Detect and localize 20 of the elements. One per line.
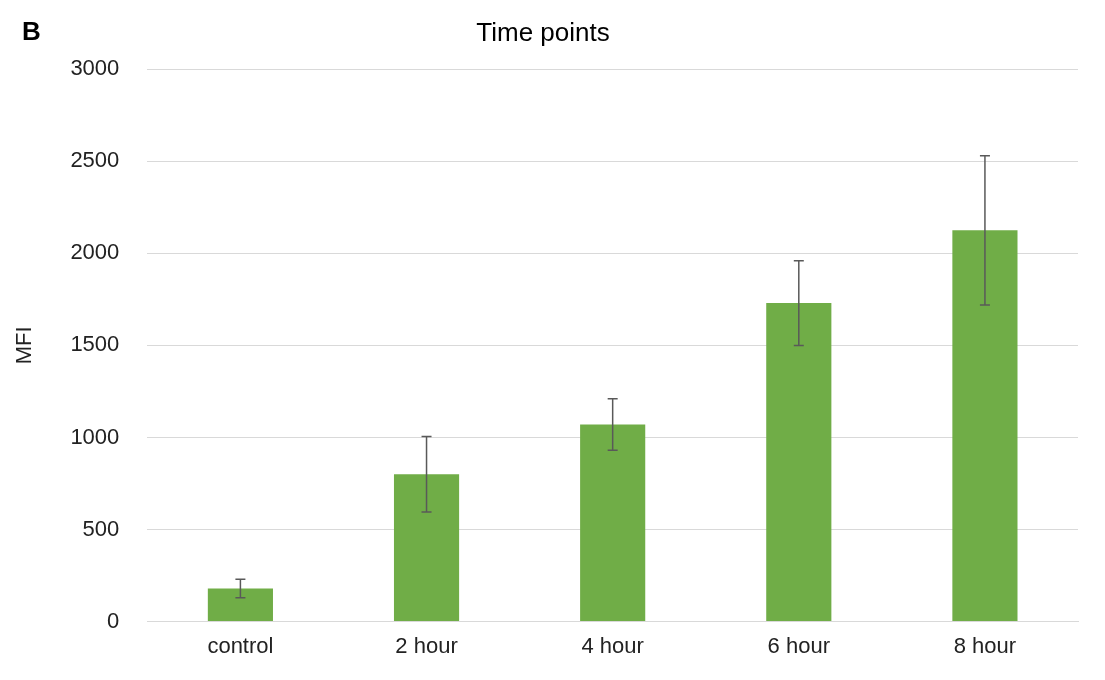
- y-tick-label: 1000: [70, 423, 120, 449]
- y-axis-title: MFI: [11, 326, 37, 365]
- y-tick-label: 0: [107, 607, 120, 633]
- x-tick-label: 2 hour: [395, 632, 458, 658]
- chart-title: Time points: [476, 16, 610, 47]
- x-tick-label: control: [207, 632, 274, 658]
- bar: [207, 588, 273, 622]
- bar: [766, 303, 832, 622]
- y-tick-label: 1500: [70, 331, 120, 357]
- x-tick-label: 8 hour: [953, 632, 1017, 658]
- bar: [952, 230, 1018, 622]
- y-tick-label: 2500: [70, 147, 120, 173]
- y-tick-label: 2000: [70, 239, 120, 265]
- x-tick-label: 6 hour: [767, 632, 830, 658]
- text: B: [22, 16, 41, 47]
- bar: [580, 424, 646, 622]
- bar: [393, 474, 460, 622]
- y-tick-label: 3000: [70, 55, 120, 81]
- y-tick-label: 500: [82, 515, 120, 541]
- x-tick-label: 4 hour: [581, 632, 644, 658]
